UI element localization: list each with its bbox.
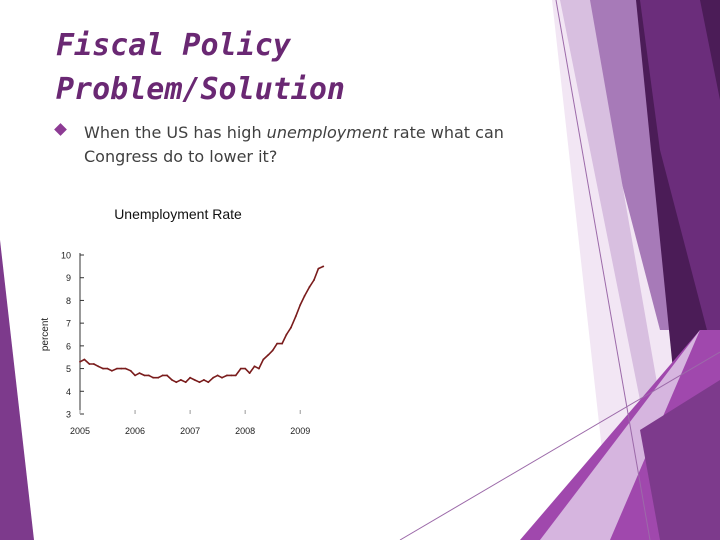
data-point [203, 379, 205, 381]
data-point [207, 381, 210, 384]
data-point [189, 376, 192, 379]
x-tick-label: 2006 [125, 426, 145, 436]
data-point [322, 265, 325, 268]
data-point [299, 304, 302, 306]
data-point [248, 372, 251, 374]
data-point [79, 360, 81, 363]
data-point [124, 367, 127, 370]
data-point [313, 279, 315, 281]
data-point [157, 376, 160, 379]
data-point [193, 379, 196, 381]
x-tick-label: 2009 [290, 426, 310, 436]
data-point [129, 369, 132, 372]
unemployment-series-line [79, 265, 324, 383]
data-point [92, 363, 95, 365]
x-tick-label: 2007 [180, 426, 200, 436]
data-point [303, 295, 306, 297]
data-point [267, 354, 270, 356]
x-tick-label: 2008 [235, 426, 255, 436]
y-tick-label: 8 [66, 296, 71, 306]
deco-line-2 [399, 351, 720, 540]
data-point [179, 379, 182, 381]
y-tick-label: 6 [66, 341, 71, 351]
y-tick-label: 9 [66, 273, 71, 283]
data-point [285, 333, 288, 336]
data-point [166, 374, 168, 377]
data-point [239, 367, 242, 370]
data-point [111, 369, 113, 372]
y-tick-label: 5 [66, 364, 71, 374]
data-point [106, 367, 109, 370]
slide-title-line-2: Problem/Solution [56, 72, 345, 107]
data-point [230, 374, 233, 377]
data-point [120, 367, 123, 370]
data-point [212, 376, 215, 379]
deco-panel-light-bottom [540, 330, 700, 540]
data-point [308, 285, 311, 288]
data-point [294, 315, 297, 318]
data-point [198, 381, 201, 384]
deco-panel-purple-right [640, 0, 720, 380]
deco-panel-light-band [560, 0, 660, 400]
slide-title-line-1: Fiscal Policy [56, 28, 291, 63]
data-point [271, 349, 274, 352]
deco-line-1 [555, 0, 651, 540]
y-tick-label: 10 [61, 251, 71, 261]
data-point [134, 374, 136, 377]
bullet-text-emphasis: unemployment [266, 123, 389, 142]
data-point [262, 358, 265, 361]
data-point [244, 367, 247, 370]
chart-title: Unemployment Rate [114, 206, 242, 222]
data-point [221, 376, 223, 379]
data-point [175, 381, 178, 384]
data-point [116, 367, 118, 370]
x-tick-label: 2005 [70, 426, 90, 436]
bullet-text-end: rate what can Congress do to lower it? [84, 123, 504, 166]
data-point [281, 342, 283, 345]
data-point [216, 374, 219, 377]
data-point [83, 358, 86, 361]
data-point [161, 374, 164, 377]
data-point [152, 376, 155, 379]
data-point [102, 367, 104, 370]
y-tick-label: 3 [66, 410, 71, 420]
deco-panel-left [0, 240, 34, 540]
data-point [317, 267, 320, 270]
data-point [290, 326, 292, 329]
y-tick-label: 4 [66, 387, 71, 397]
data-point [258, 367, 260, 370]
data-point [234, 374, 237, 377]
data-point [88, 363, 91, 365]
data-point [226, 374, 228, 377]
bullet-text-start: When the US has high [84, 123, 267, 142]
data-point [143, 374, 146, 377]
data-point [97, 365, 100, 368]
data-point [171, 379, 173, 381]
deco-panel-dark-bottom [640, 380, 720, 540]
y-axis-label: percent [40, 318, 51, 352]
y-tick-label: 7 [66, 319, 71, 329]
data-point [138, 372, 141, 374]
unemployment-chart: Unemployment Rate percent 3 4 5 6 7 8 9 10 2005 200… [40, 206, 325, 436]
data-point [276, 342, 278, 345]
data-point [253, 365, 256, 368]
data-point [147, 374, 150, 377]
bullet-text: When the US has high unemployment rate w… [84, 121, 554, 169]
data-point [184, 381, 187, 384]
